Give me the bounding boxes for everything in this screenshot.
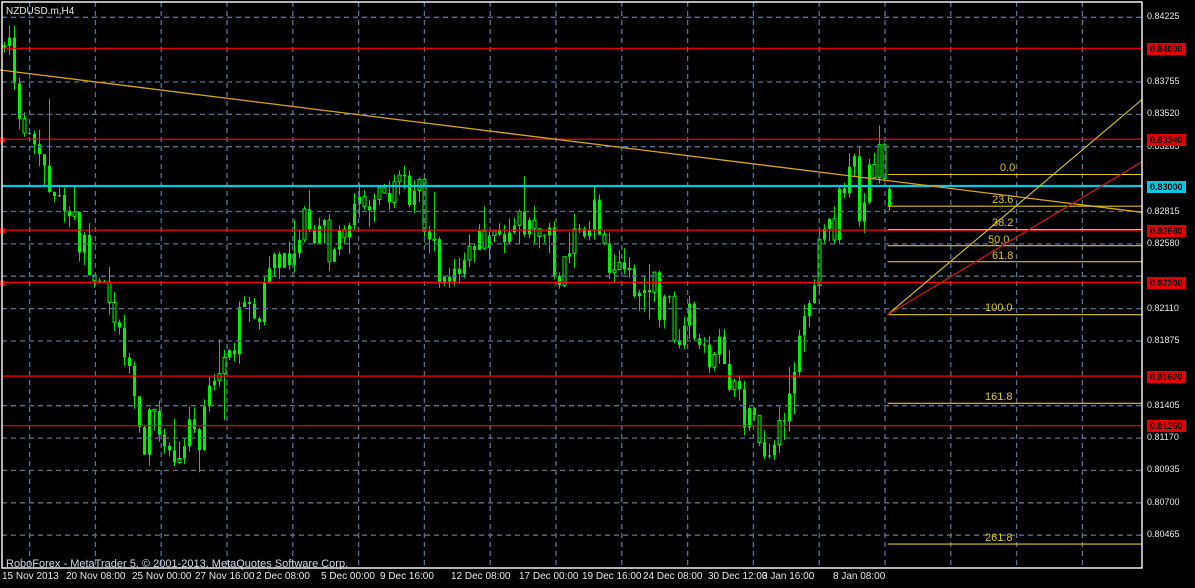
svg-text:0.0: 0.0: [1000, 162, 1015, 174]
svg-text:161.8: 161.8: [985, 391, 1013, 403]
svg-text:61.8: 61.8: [992, 250, 1013, 262]
svg-text:50.0: 50.0: [988, 234, 1009, 246]
svg-text:261.8: 261.8: [985, 532, 1013, 544]
svg-text:23.6: 23.6: [992, 194, 1013, 206]
svg-text:100.0: 100.0: [985, 302, 1013, 314]
